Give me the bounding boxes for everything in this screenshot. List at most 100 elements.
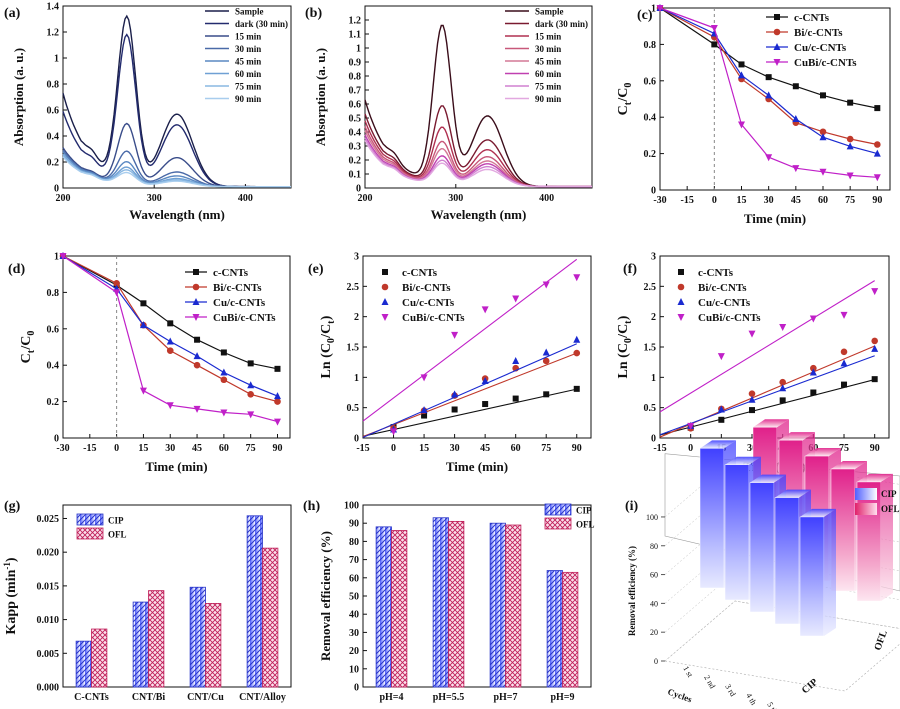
data-point: [871, 337, 878, 345]
bar-cip: [189, 586, 206, 688]
x-tick-label: 75: [845, 195, 855, 206]
y-axis-label: Removal efficiency (%): [318, 531, 333, 661]
data-point: [840, 359, 848, 367]
legend-marker: [381, 283, 389, 291]
data-point: [737, 71, 745, 79]
series-line-6: [62, 155, 291, 188]
y-tick-label: 3: [354, 252, 359, 263]
x-tick-label: 300: [147, 193, 162, 204]
data-point: [451, 331, 459, 339]
data-point: [819, 128, 827, 136]
data-point: [220, 349, 227, 356]
bar-cip-top: [725, 456, 761, 465]
legend-marker: [192, 298, 200, 305]
x-axis-label: Wavelength (nm): [129, 207, 225, 222]
y-axis-label-part: C: [19, 353, 34, 363]
y-axis-label: Ct /C0: [19, 331, 37, 364]
x-tick-label: 60: [818, 195, 828, 206]
data-point: [873, 174, 881, 182]
legend-marker: [774, 14, 780, 20]
y-tick-label: 40: [349, 610, 359, 621]
series-line-1: [62, 255, 278, 403]
legend-marker: [381, 298, 389, 305]
bar-cip: [75, 640, 92, 688]
floor: [664, 600, 900, 692]
data-point: [656, 5, 664, 12]
bar-cip: [546, 570, 563, 688]
y-tick-label: 0: [651, 434, 656, 445]
y-tick-label: 3: [651, 252, 656, 263]
series-line-0: [659, 7, 878, 109]
y-tick-label: 1.5: [644, 343, 657, 354]
y-tick-label: 1: [54, 252, 59, 263]
legend-marker: [773, 43, 781, 50]
x-tick-label: 3 rd: [723, 683, 737, 698]
data-point: [247, 360, 254, 367]
legend-label: Cu/c-CNTs: [213, 297, 266, 309]
y-tick-label: 2.5: [347, 282, 360, 293]
x-tick-label: 200: [358, 193, 373, 204]
fit-line-2: [362, 343, 577, 438]
x-tick-label: -30: [56, 443, 69, 454]
legend-label: 30 min: [235, 44, 261, 54]
y-tick-label: 0.7: [349, 86, 362, 97]
y-axis-label-part: 0: [26, 331, 37, 336]
legend-marker: [773, 59, 781, 66]
data-point: [819, 92, 826, 99]
x-tick-label: 0: [391, 443, 396, 454]
data-point: [874, 105, 881, 112]
y-tick-label: 20: [349, 646, 359, 657]
panel-letter: (f): [623, 262, 637, 277]
data-point: [846, 142, 854, 150]
legend-marker: [192, 314, 200, 321]
y-tick-label: 0: [54, 434, 59, 445]
z-tick-label: 0: [654, 657, 658, 666]
data-point: [451, 390, 459, 398]
panel-letter: (i): [625, 499, 639, 514]
bar-ofl: [505, 524, 522, 688]
data-point: [274, 365, 281, 372]
y-tick-label: 30: [349, 628, 359, 639]
legend-label: CuBi/c-CNTs: [213, 312, 276, 324]
y-tick-label: 0: [651, 186, 656, 197]
legend-label: Cu/c-CNTs: [794, 42, 847, 54]
data-point: [542, 281, 550, 289]
data-point: [482, 401, 489, 408]
series-line-3: [364, 126, 592, 188]
legend-label: OFL: [576, 520, 595, 530]
data-point: [542, 357, 550, 365]
bar-cip: [246, 515, 263, 688]
legend-label: c-CNTs: [213, 267, 249, 279]
plot-frame: [364, 5, 593, 189]
plot-frame: [62, 5, 292, 189]
x-tick-label: 4 th: [744, 692, 758, 707]
y-axis-label-part: ): [319, 315, 334, 320]
y-tick-label: 1.5: [347, 343, 360, 354]
data-point: [779, 378, 786, 386]
bar-cip: [699, 448, 725, 589]
legend-marker: [192, 283, 200, 291]
x-tick-label: CNT/Cu: [187, 692, 224, 703]
x-axis-label: Cycles: [666, 686, 693, 704]
data-point: [874, 141, 881, 148]
data-point: [421, 412, 428, 419]
y-tick-label: 70: [349, 555, 359, 566]
panel-f: -15015304560759000.511.522.53c-CNTsBi/c-…: [616, 252, 890, 474]
data-point: [841, 381, 848, 388]
legend-label: Bi/c-CNTs: [794, 27, 843, 39]
legend-label: Sample: [535, 7, 564, 17]
x-tick-label: 400: [539, 193, 554, 204]
x-tick-label: 60: [219, 443, 229, 454]
legend-label: CIP: [881, 489, 897, 499]
data-point: [809, 368, 817, 376]
data-point: [711, 41, 718, 48]
data-point: [512, 295, 520, 303]
y-tick-label: 0.1: [349, 170, 362, 181]
x-axis-label: Time (min): [744, 211, 806, 226]
data-point: [542, 348, 550, 356]
z-axis-label: Removal efficiency (%): [627, 546, 637, 636]
y-tick-label: 0.6: [47, 106, 60, 117]
data-point: [247, 381, 255, 389]
legend-label: CuBi/c-CNTs: [402, 312, 465, 324]
